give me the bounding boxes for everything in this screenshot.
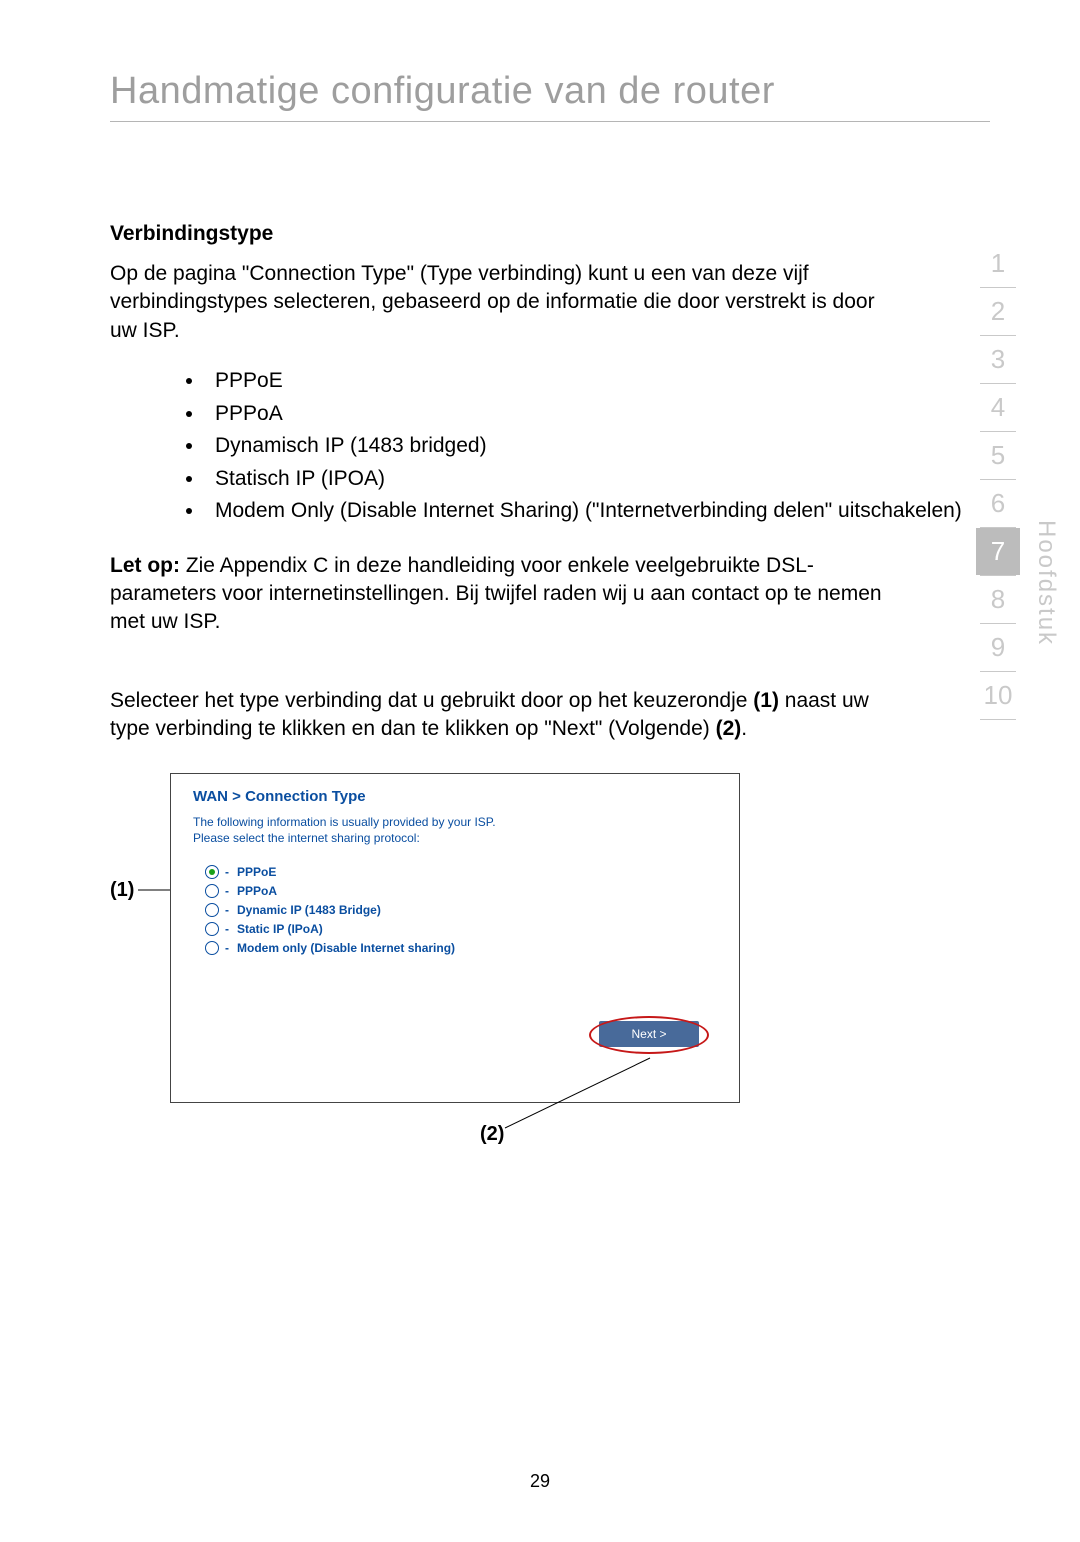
radio-option-dynamic-ip[interactable]: -Dynamic IP (1483 Bridge)	[205, 903, 717, 917]
intro-text: Op de pagina "Connection Type" (Type ver…	[110, 260, 890, 345]
title-rule	[110, 121, 990, 122]
chapter-nav: 1 2 3 4 5 6 7 8 9 10	[976, 240, 1020, 720]
instr-ref-1: (1)	[753, 689, 779, 712]
radio-icon	[205, 865, 219, 879]
page-title: Handmatige configuratie van de router	[110, 70, 990, 113]
shot-desc: The following information is usually pro…	[193, 815, 717, 846]
opt-label: Modem only (Disable Internet sharing)	[237, 941, 455, 955]
list-item: PPPoE	[205, 365, 985, 398]
nav-6[interactable]: 6	[976, 480, 1020, 527]
radio-icon	[205, 922, 219, 936]
radio-icon	[205, 941, 219, 955]
section-heading: Verbindingstype	[110, 222, 990, 246]
opt-label: Static IP (IPoA)	[237, 922, 323, 936]
callout-1: (1)	[110, 879, 134, 902]
list-item: Dynamisch IP (1483 bridged)	[205, 430, 985, 463]
nav-2[interactable]: 2	[976, 288, 1020, 335]
opt-label: Dynamic IP (1483 Bridge)	[237, 903, 381, 917]
list-item: Modem Only (Disable Internet Sharing) ("…	[205, 495, 985, 528]
opt-label: PPPoE	[237, 865, 276, 879]
note-bold: Let op:	[110, 554, 180, 577]
shot-desc-1: The following information is usually pro…	[193, 815, 496, 829]
radio-option-pppoa[interactable]: -PPPoA	[205, 884, 717, 898]
highlight-ring	[589, 1016, 709, 1054]
chapter-label: Hoofdstuk	[1032, 520, 1060, 646]
instr-a: Selecteer het type verbinding dat u gebr…	[110, 689, 753, 712]
radio-option-static-ip[interactable]: -Static IP (IPoA)	[205, 922, 717, 936]
radio-icon	[205, 884, 219, 898]
router-ui-screenshot: WAN > Connection Type The following info…	[170, 773, 740, 1103]
nav-9[interactable]: 9	[976, 624, 1020, 671]
instr-d: .	[741, 717, 747, 740]
nav-7[interactable]: 7	[976, 528, 1020, 575]
radio-option-pppoe[interactable]: -PPPoE	[205, 865, 717, 879]
nav-4[interactable]: 4	[976, 384, 1020, 431]
opt-label: PPPoA	[237, 884, 277, 898]
nav-10[interactable]: 10	[976, 672, 1020, 719]
radio-icon	[205, 903, 219, 917]
nav-3[interactable]: 3	[976, 336, 1020, 383]
note-rest: Zie Appendix C in deze handleiding voor …	[110, 554, 882, 634]
callout-2: (2)	[480, 1123, 504, 1146]
nav-8[interactable]: 8	[976, 576, 1020, 623]
note-text: Let op: Zie Appendix C in deze handleidi…	[110, 552, 890, 637]
page-number: 29	[0, 1471, 1080, 1492]
instruction-text: Selecteer het type verbinding dat u gebr…	[110, 687, 890, 744]
list-item: Statisch IP (IPOA)	[205, 463, 985, 496]
list-item: PPPoA	[205, 398, 985, 431]
instr-ref-2: (2)	[716, 717, 742, 740]
radio-option-modem-only[interactable]: -Modem only (Disable Internet sharing)	[205, 941, 717, 955]
nav-1[interactable]: 1	[976, 240, 1020, 287]
connection-list: PPPoE PPPoA Dynamisch IP (1483 bridged) …	[110, 365, 985, 528]
nav-5[interactable]: 5	[976, 432, 1020, 479]
shot-desc-2: Please select the internet sharing proto…	[193, 831, 420, 845]
breadcrumb: WAN > Connection Type	[193, 788, 717, 805]
screenshot-wrap: (1) WAN > Connection Type The following …	[170, 773, 990, 1103]
page: Handmatige configuratie van de router Ve…	[0, 0, 1080, 1542]
